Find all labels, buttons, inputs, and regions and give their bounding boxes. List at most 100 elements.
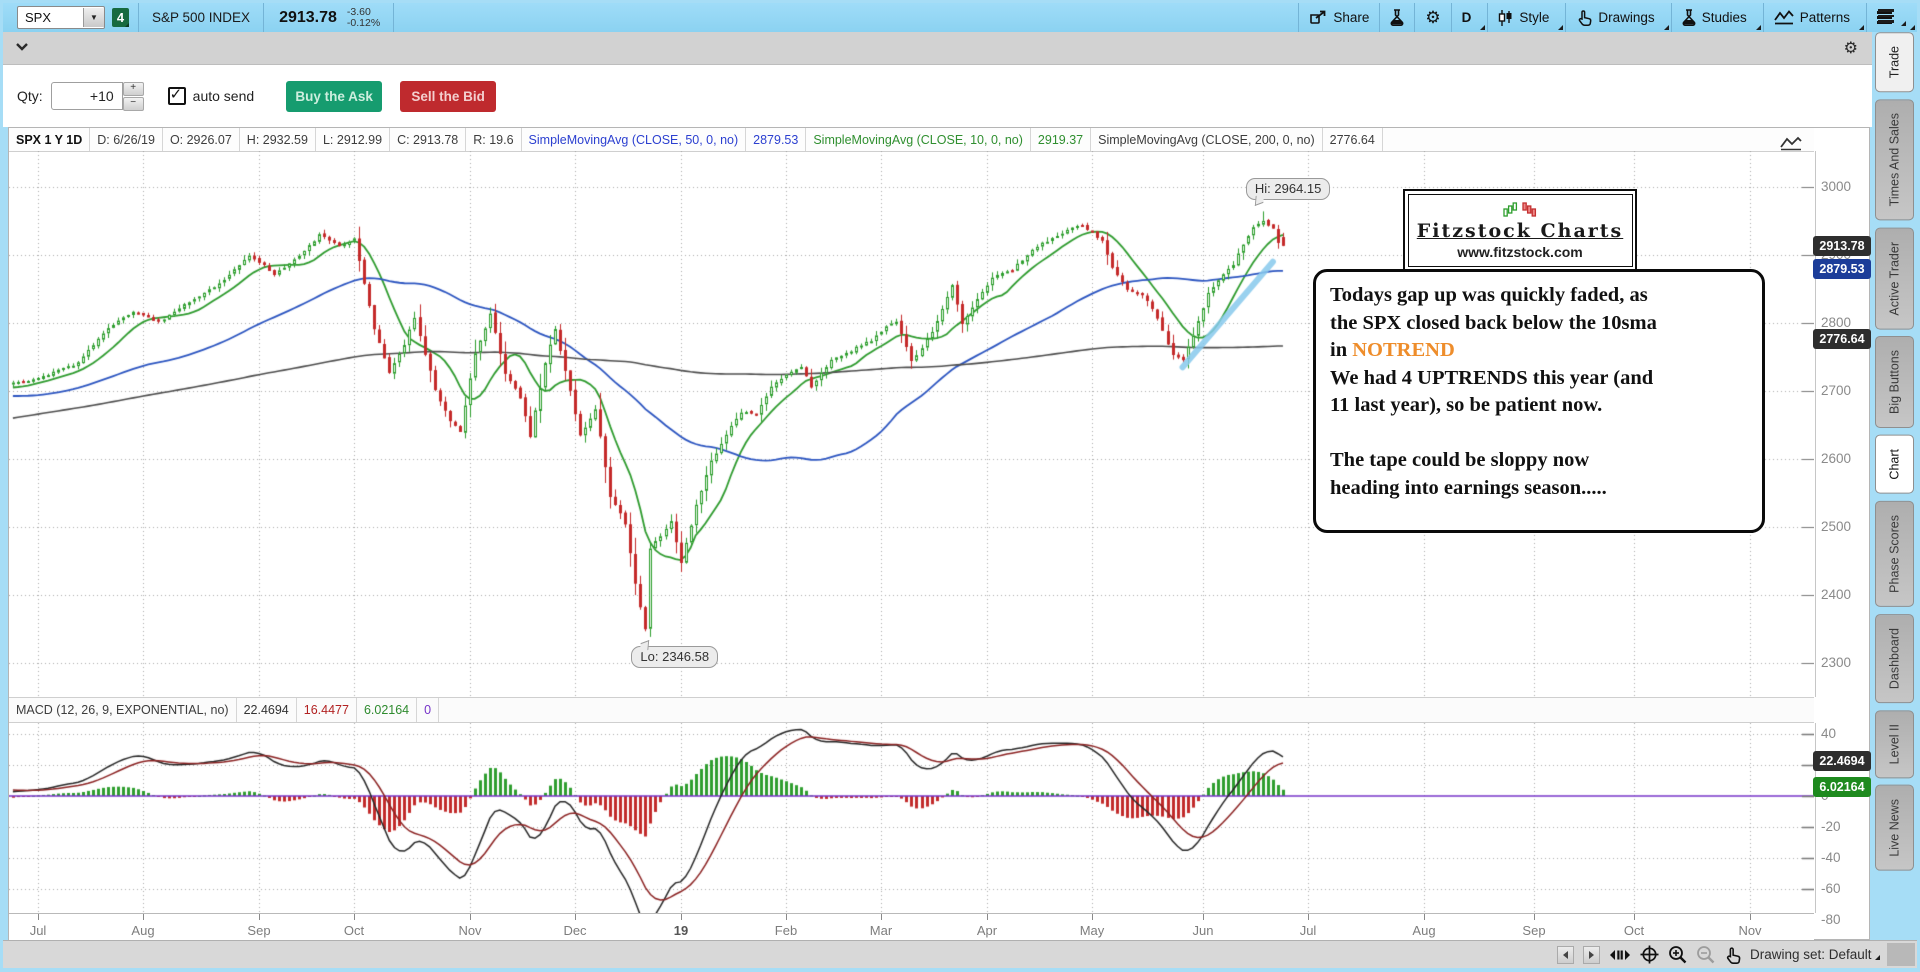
dropdown-corner-icon: [1910, 25, 1915, 30]
divider: [138, 3, 139, 32]
hand-tool-icon[interactable]: [1724, 946, 1741, 964]
chart-type-mini-icon[interactable]: [1779, 136, 1803, 151]
share-icon: [1310, 10, 1326, 24]
time-tick: [786, 914, 787, 920]
chevron-down-icon[interactable]: ▼: [83, 8, 104, 27]
zoom-out-icon[interactable]: [1696, 945, 1715, 964]
time-axis-month-label: Aug: [131, 923, 155, 938]
drawing-set-selector[interactable]: Drawing set: Default: [1750, 947, 1882, 962]
right-sidebar: Trade Times And Sales Active Trader Big But…: [1872, 32, 1917, 938]
chart-header-segment: D: 6/26/19: [90, 128, 163, 151]
time-tick: [354, 914, 355, 920]
logo-url: www.fitzstock.com: [1457, 243, 1583, 260]
price-change: -3.60 -0.12%: [343, 6, 384, 29]
time-tick: [1750, 914, 1751, 920]
macd-tick-label: -40: [1821, 850, 1841, 865]
chart-header-segment: SimpleMovingAvg (CLOSE, 200, 0, no): [1091, 128, 1323, 151]
dropdown-corner-icon: [1859, 25, 1864, 30]
time-tick: [881, 914, 882, 920]
style-button[interactable]: Style: [1488, 3, 1565, 32]
chart-header-segment: 2919.37: [1031, 128, 1092, 151]
macd-tick-label: -20: [1821, 819, 1841, 834]
scroll-right-button[interactable]: [1583, 945, 1600, 964]
price-axis-bubble: 2879.53: [1813, 258, 1871, 279]
time-axis-month-label: Jul: [1299, 923, 1317, 938]
price-tick-label: 2700: [1821, 383, 1852, 398]
symbol-value: SPX: [25, 10, 52, 25]
timeframe-button[interactable]: D: [1452, 3, 1488, 32]
dropdown-corner-icon: [1755, 25, 1761, 30]
time-tick: [1203, 914, 1204, 920]
sidebar-tab-trade[interactable]: Trade: [1875, 32, 1914, 93]
share-button[interactable]: Share: [1299, 3, 1379, 32]
time-axis-month-label: Jun: [1192, 923, 1214, 938]
macd-axis-bubble: 6.02164: [1813, 776, 1871, 797]
sidebar-tab-chart[interactable]: Chart: [1875, 435, 1914, 494]
chart-header-segment: SPX 1 Y 1D: [9, 128, 91, 151]
gear-icon[interactable]: ⚙: [1843, 40, 1858, 57]
time-tick: [1424, 914, 1425, 920]
dropdown-corner-icon: [1663, 25, 1669, 30]
time-tick: [259, 914, 260, 920]
sidebar-menu-button[interactable]: [1878, 6, 1908, 28]
macd-tick-label: -80: [1821, 912, 1841, 927]
quick-order-row: Qty: +10 + − auto send Buy the Ask Sell …: [3, 65, 1872, 127]
last-price: 2913.78: [279, 8, 337, 26]
macd-header-segment: 0: [417, 698, 440, 722]
scroll-left-button[interactable]: [1557, 945, 1574, 964]
time-tick: [681, 914, 682, 920]
time-axis-month-label: Mar: [869, 923, 893, 938]
dropdown-corner-icon: [1874, 955, 1880, 960]
resize-grip[interactable]: [1887, 943, 1915, 966]
sidebar-tab-dashboard[interactable]: Dashboard: [1875, 613, 1914, 703]
chart-header-segment: SimpleMovingAvg (CLOSE, 50, 0, no): [522, 128, 747, 151]
change-percent: -0.12%: [346, 16, 381, 29]
dropdown-corner-icon: [1901, 21, 1906, 26]
chart-header-segment: 2776.64: [1323, 128, 1383, 151]
sidebar-tab-level-ii[interactable]: Level II: [1875, 709, 1914, 778]
sidebar-tab-times-and-sales[interactable]: Times And Sales: [1875, 99, 1914, 221]
symbol-dropdown[interactable]: SPX ▼: [17, 6, 105, 29]
sidebar-tab-active-trader[interactable]: Active Trader: [1875, 227, 1914, 330]
pan-icon[interactable]: [1609, 948, 1631, 962]
drawings-button[interactable]: Drawings: [1566, 3, 1670, 32]
time-axis-month-label: Aug: [1412, 923, 1436, 938]
logo-title: Fitzstock Charts: [1416, 219, 1624, 242]
macd-chart-canvas[interactable]: [9, 723, 1814, 913]
time-tick: [1534, 914, 1535, 920]
time-tick: [470, 914, 471, 920]
crosshair-icon[interactable]: [1640, 945, 1659, 964]
note-line: We had 4 UPTRENDS this year (and: [1330, 366, 1654, 389]
note-line: Todays gap up was quickly faded, as: [1330, 284, 1648, 306]
settings-button[interactable]: ⚙: [1415, 3, 1450, 32]
patterns-button[interactable]: Patterns: [1764, 3, 1866, 32]
qty-input[interactable]: +10: [50, 82, 123, 110]
collapse-chevron-icon[interactable]: [15, 42, 29, 51]
time-axis-month-label: Feb: [774, 923, 798, 938]
zoom-in-icon[interactable]: [1668, 945, 1687, 964]
sell-the-bid-button[interactable]: Sell the Bid: [400, 80, 497, 112]
order-panel-header: ⚙: [3, 32, 1872, 65]
time-tick: [987, 914, 988, 920]
qty-stepper[interactable]: + −: [122, 81, 144, 111]
price-tick-label: 2400: [1821, 587, 1852, 602]
qty-increment-button[interactable]: +: [122, 81, 144, 96]
studies-button[interactable]: Studies: [1672, 3, 1763, 32]
qty-decrement-button[interactable]: −: [122, 96, 144, 111]
buy-the-ask-button[interactable]: Buy the Ask: [286, 80, 383, 112]
watchlist-count-badge[interactable]: 4: [112, 8, 129, 27]
bottom-toolbar: Drawing set: Default: [3, 940, 1917, 968]
sidebar-tab-big-buttons[interactable]: Big Buttons: [1875, 336, 1914, 429]
sidebar-tab-live-news[interactable]: Live News: [1875, 785, 1914, 871]
pattern-zigzag-icon: [1773, 9, 1794, 24]
analyze-button[interactable]: [1380, 3, 1414, 32]
time-axis-month-label: May: [1079, 923, 1105, 938]
chart-header-segment: O: 2926.07: [163, 128, 240, 151]
time-axis[interactable]: Jul Aug Sep Oct Nov Dec 19 Feb Mar Apr May Jun Jul Au…: [9, 913, 1814, 942]
sidebar-tab-phase-scores[interactable]: Phase Scores: [1875, 500, 1914, 607]
price-axis[interactable]: 30002900280027002600250024002300: [1815, 151, 1871, 697]
time-tick: [575, 914, 576, 920]
time-tick: [1092, 914, 1093, 920]
auto-send-checkbox[interactable]: [167, 85, 186, 105]
time-tick: [143, 914, 144, 920]
